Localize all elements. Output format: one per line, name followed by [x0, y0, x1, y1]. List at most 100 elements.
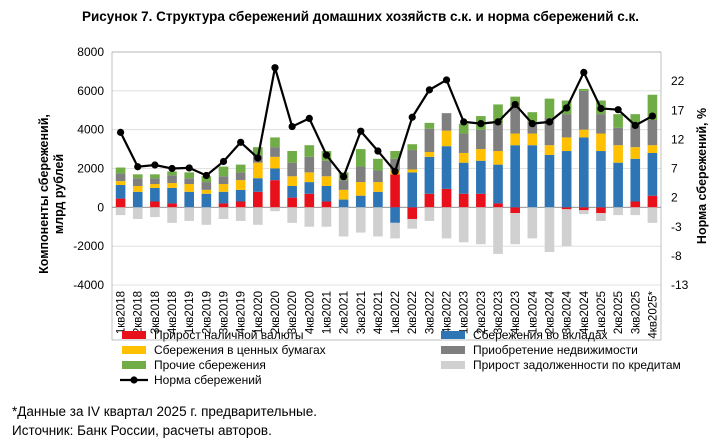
bar-securities	[218, 184, 229, 192]
bar-credit	[527, 207, 538, 239]
y2-tick-label: -3	[671, 220, 682, 234]
rate-point	[511, 100, 519, 109]
rate-point	[460, 118, 468, 126]
y-tick-label: 2000	[77, 162, 104, 176]
rate-point	[357, 127, 365, 135]
rate-point	[442, 76, 451, 84]
bar-deposits	[407, 172, 418, 208]
bar-credit	[321, 207, 332, 227]
bar-cash	[510, 207, 520, 214]
rate-point	[563, 104, 571, 112]
x-tick-label: 1кв2021	[321, 291, 333, 334]
rate-point	[322, 151, 331, 159]
rate-point	[528, 120, 536, 128]
bar-securities	[510, 133, 520, 146]
rate-line	[119, 67, 653, 179]
bar-real_estate	[476, 129, 486, 150]
rate-point	[237, 138, 245, 146]
rate-point	[631, 121, 639, 129]
bar-deposits	[235, 189, 246, 202]
bar-credit	[561, 209, 572, 247]
rate-point	[425, 86, 433, 94]
y2-tick-label: -8	[671, 249, 682, 263]
bar-cash	[578, 207, 589, 211]
bar-real_estate	[441, 113, 452, 131]
bar-credit	[510, 213, 520, 245]
bar-deposits	[184, 191, 195, 208]
bar-real_estate	[407, 150, 418, 170]
gridlines	[112, 51, 661, 286]
bar-cash	[287, 197, 297, 208]
bar-securities	[287, 176, 297, 186]
bar-deposits	[458, 162, 469, 194]
bar-deposits	[510, 145, 520, 208]
bar-credit	[441, 207, 452, 239]
bar-deposits	[647, 152, 658, 196]
x-tick-label: 2кв2023	[476, 291, 488, 334]
x-tick-label: 2кв2024	[544, 290, 556, 334]
bar-deposits	[424, 156, 435, 194]
bar-other	[647, 94, 658, 120]
y-tick-label: 4000	[77, 123, 104, 137]
bar-deposits	[476, 160, 486, 194]
bar-credit	[596, 213, 606, 221]
bar-other	[390, 151, 400, 159]
bar-other	[493, 104, 503, 124]
rate-point	[374, 147, 382, 155]
bar-deposits	[338, 199, 349, 208]
x-tick-label: 3кв2020	[287, 291, 299, 334]
bar-real_estate	[373, 170, 383, 183]
bar-other	[115, 167, 126, 174]
bar-securities	[476, 149, 486, 161]
rate-point	[614, 106, 622, 114]
legend-swatch-cash	[122, 331, 146, 339]
rate-point	[116, 128, 125, 136]
bar-cash	[321, 201, 332, 208]
bar-cash	[441, 188, 452, 208]
bar-cash	[424, 193, 435, 208]
bar-real_estate	[321, 160, 332, 177]
bar-deposits	[253, 178, 263, 192]
bar-credit	[132, 207, 143, 219]
bar-real_estate	[596, 114, 606, 134]
bar-securities	[613, 145, 623, 163]
y-tick-label: 0	[97, 200, 104, 214]
bar-credit	[476, 207, 486, 245]
rate-point	[597, 104, 605, 113]
x-tick-label: 4кв2019	[236, 291, 248, 334]
bar-cash	[270, 180, 280, 208]
bar-other	[287, 151, 297, 163]
bar-securities	[355, 182, 366, 196]
bar-cash	[167, 203, 177, 208]
bar-other	[355, 149, 366, 167]
chart-title: Рисунок 7. Структура сбережений домашних…	[81, 9, 640, 24]
bar-deposits	[441, 146, 452, 189]
bar-credit	[253, 207, 263, 225]
bar-credit	[167, 207, 177, 223]
x-tick-label: 2кв2021	[339, 291, 351, 334]
bar-other	[630, 114, 641, 126]
legend-label-rate: Норма сбережений	[154, 373, 262, 387]
bar-cash	[235, 201, 246, 208]
bar-credit	[407, 218, 418, 229]
x-tick-label: 3кв2024	[562, 290, 574, 334]
bar-deposits	[544, 154, 555, 208]
bar-real_estate	[613, 127, 623, 146]
bar-deposits	[270, 168, 280, 181]
bar-securities	[493, 151, 503, 165]
bar-securities	[424, 151, 435, 157]
rate-point	[494, 118, 502, 126]
legend-label-deposits: Сбережения во вкладах	[473, 328, 608, 342]
bar-cash	[115, 198, 126, 208]
rate-point	[168, 164, 176, 173]
bar-deposits	[630, 158, 641, 202]
bar-deposits	[596, 151, 606, 208]
bar-securities	[338, 189, 349, 200]
bar-securities	[458, 152, 469, 163]
x-tick-label: 4кв2020	[304, 291, 316, 334]
rate-point	[202, 171, 210, 180]
x-tick-label: 1кв2020	[253, 291, 265, 334]
bar-other	[407, 144, 418, 151]
x-tick-label: 3кв2022	[424, 291, 436, 334]
bar-securities	[527, 133, 538, 146]
